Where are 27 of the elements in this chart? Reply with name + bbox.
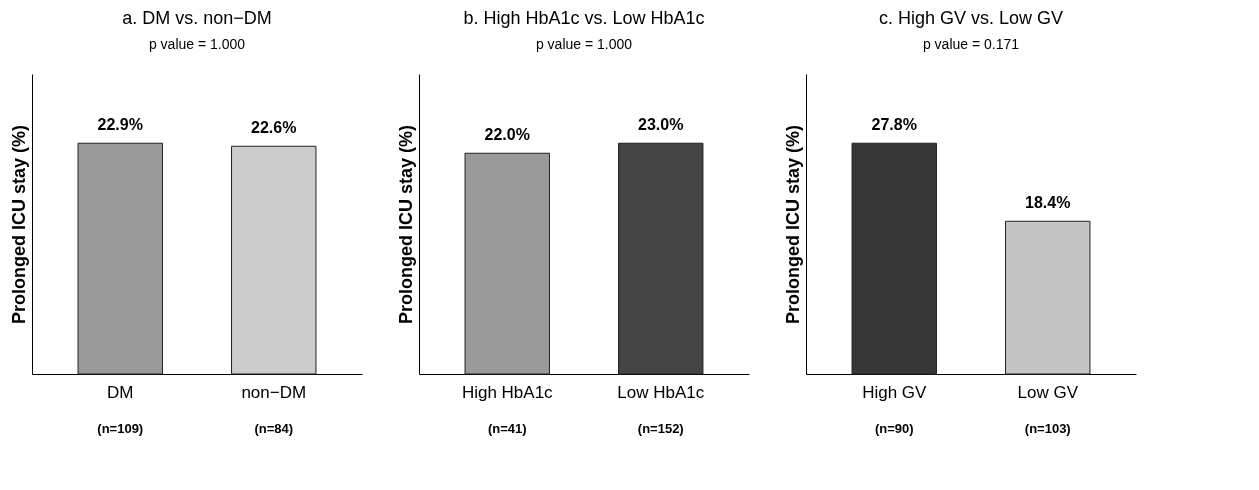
- x-tick-label: DM: [107, 382, 134, 402]
- x-tick-label: Low GV: [1017, 382, 1079, 402]
- x-tick-label: non−DM: [241, 382, 307, 402]
- text: (n=90): [874, 421, 914, 436]
- data-label: 22.9%: [97, 116, 143, 134]
- text: (n=84): [254, 421, 294, 436]
- text: (n=152): [637, 421, 684, 436]
- x-tick-label: Low HbA1c: [617, 382, 705, 402]
- data-label: 22.0%: [484, 126, 530, 144]
- data-label: 18.4%: [1025, 194, 1071, 212]
- data-label: 27.8%: [871, 116, 917, 134]
- y-axis-title: Prolonged ICU stay (%): [395, 124, 416, 325]
- text: (n=41): [487, 421, 527, 436]
- data-label: 22.6%: [251, 119, 297, 137]
- chart-title: a. DM vs. non−DM: [122, 8, 272, 28]
- text: (n=103): [1024, 421, 1071, 436]
- x-tick-label: High HbA1c: [461, 382, 554, 402]
- x-tick-label: High GV: [862, 382, 928, 402]
- chart-subtitle: p value = 1.000: [148, 36, 246, 52]
- y-axis-title: Prolonged ICU stay (%): [8, 124, 29, 325]
- chart-subtitle: p value = 1.000: [535, 36, 633, 52]
- chart-title: b. High HbA1c vs. Low HbA1c: [463, 8, 705, 28]
- chart-title: c. High GV vs. Low GV: [878, 8, 1064, 28]
- data-label: 23.0%: [638, 116, 684, 134]
- y-axis-title: Prolonged ICU stay (%): [782, 124, 803, 325]
- text: (n=109): [97, 421, 144, 436]
- chart-subtitle: p value = 0.171: [922, 36, 1020, 52]
